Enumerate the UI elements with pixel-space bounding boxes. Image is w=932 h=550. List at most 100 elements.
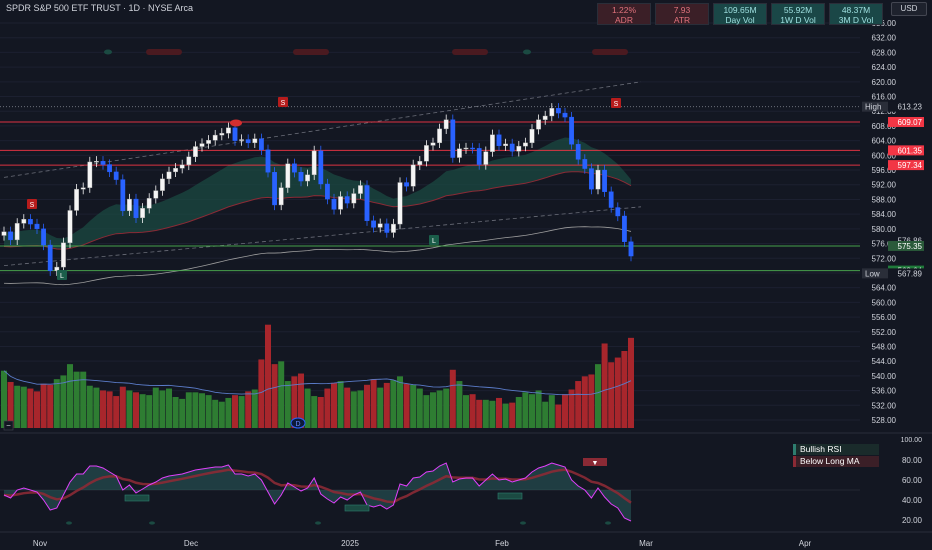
candle [490,129,495,157]
candle-body [351,193,357,204]
candle-body [615,207,621,217]
candle [397,177,403,230]
volume-bar [436,390,443,428]
l-signal-badge: L [57,270,67,280]
volume-bar [496,397,502,428]
candle-body [589,168,594,190]
volume-bar [73,371,80,428]
rsi-zone-dot [605,521,611,525]
candle [602,164,608,197]
top-signal-dot [523,49,531,55]
candle [325,178,330,205]
rsi-legend-item: Below Long MA [793,456,879,467]
candle [496,129,502,151]
collapse-pane-button[interactable]: − [3,420,14,431]
volume-bar [410,384,417,428]
s-signal-label: S [614,101,619,108]
top-signal-pill-bg [452,49,488,55]
volume-bar [614,357,621,428]
volume-bar [377,387,384,428]
volume-bar [113,396,120,428]
candle [173,163,178,178]
candle-body [516,145,522,152]
volume-bar [205,395,212,428]
price-tick-label: 624.00 [872,63,897,72]
signal-dot [230,119,242,127]
candle-body [93,161,99,163]
rsi-zone-dot [66,521,72,525]
candle [179,159,185,174]
price-tick-label: 564.00 [872,284,897,293]
price-tick-label: 588.00 [872,195,897,204]
top-signal-pill-bg [592,49,628,55]
volume-bar [212,399,219,428]
candle-body [450,119,456,158]
s-signal-label: S [281,100,286,107]
candle-body [259,138,264,151]
volume-bar [331,382,337,428]
volume-bar [238,396,245,428]
volume-bar [185,392,192,428]
candle [225,122,231,139]
candle [595,164,601,195]
volume-bar [430,392,436,428]
volume-bar [80,371,87,428]
price-tick-label: 572.00 [872,254,897,263]
volume-bar [7,381,14,428]
candle-body [404,182,409,187]
candle-body [28,219,33,225]
volume-bar [601,343,608,428]
volume-bar [509,402,516,428]
candle-body [232,127,238,141]
s-signal-bg [278,97,288,107]
price-tick-label: 636.00 [872,19,897,28]
price-marker-value: 575.35 [898,242,923,251]
candle [186,151,192,171]
candle [166,166,172,185]
time-axis-label: Nov [33,539,47,548]
stat-box: 109.65M Day Vol [713,3,767,25]
price-tick-label: 540.00 [872,372,897,381]
candle-body [206,140,211,144]
candle [100,156,106,170]
candle [457,143,462,163]
rsi-line [3,462,632,522]
volume-bar [317,397,324,428]
candle-body [133,198,139,219]
candle [126,193,132,216]
price-marker-box [888,145,924,156]
candle [542,110,548,125]
rsi-area [4,463,631,521]
volume-bar [628,337,634,428]
volume-bar [93,387,100,428]
volume-bar [27,388,34,428]
price-tick-label: 532.00 [872,401,897,410]
stat-value: 109.65M [723,5,757,15]
candle-body [311,150,317,176]
candle-body [384,223,390,233]
candle-body [529,129,535,144]
volume-bar [344,387,351,428]
currency-button[interactable]: USD [891,2,927,16]
candle [113,166,119,185]
candle-body [126,198,132,212]
price-marker-value: 576.86 [898,236,923,245]
price-tick-label: 608.00 [872,122,897,131]
collapse-pane-button-bg [3,420,14,431]
volume-bar [251,389,258,428]
candle [384,218,390,238]
price-tick-label: 612.00 [872,107,897,116]
price-tick-label: 556.00 [872,313,897,322]
candle-body [364,185,370,221]
price-tick-label: 560.00 [872,298,897,307]
candle [232,122,238,146]
volume-bar [390,380,397,428]
candle-body [8,231,13,241]
price-marker-value: 597.34 [898,161,923,170]
candle-body [602,169,608,192]
volume-bar [67,364,73,428]
volume-bar [172,397,179,428]
candle-body [430,142,436,146]
candle [87,156,93,193]
